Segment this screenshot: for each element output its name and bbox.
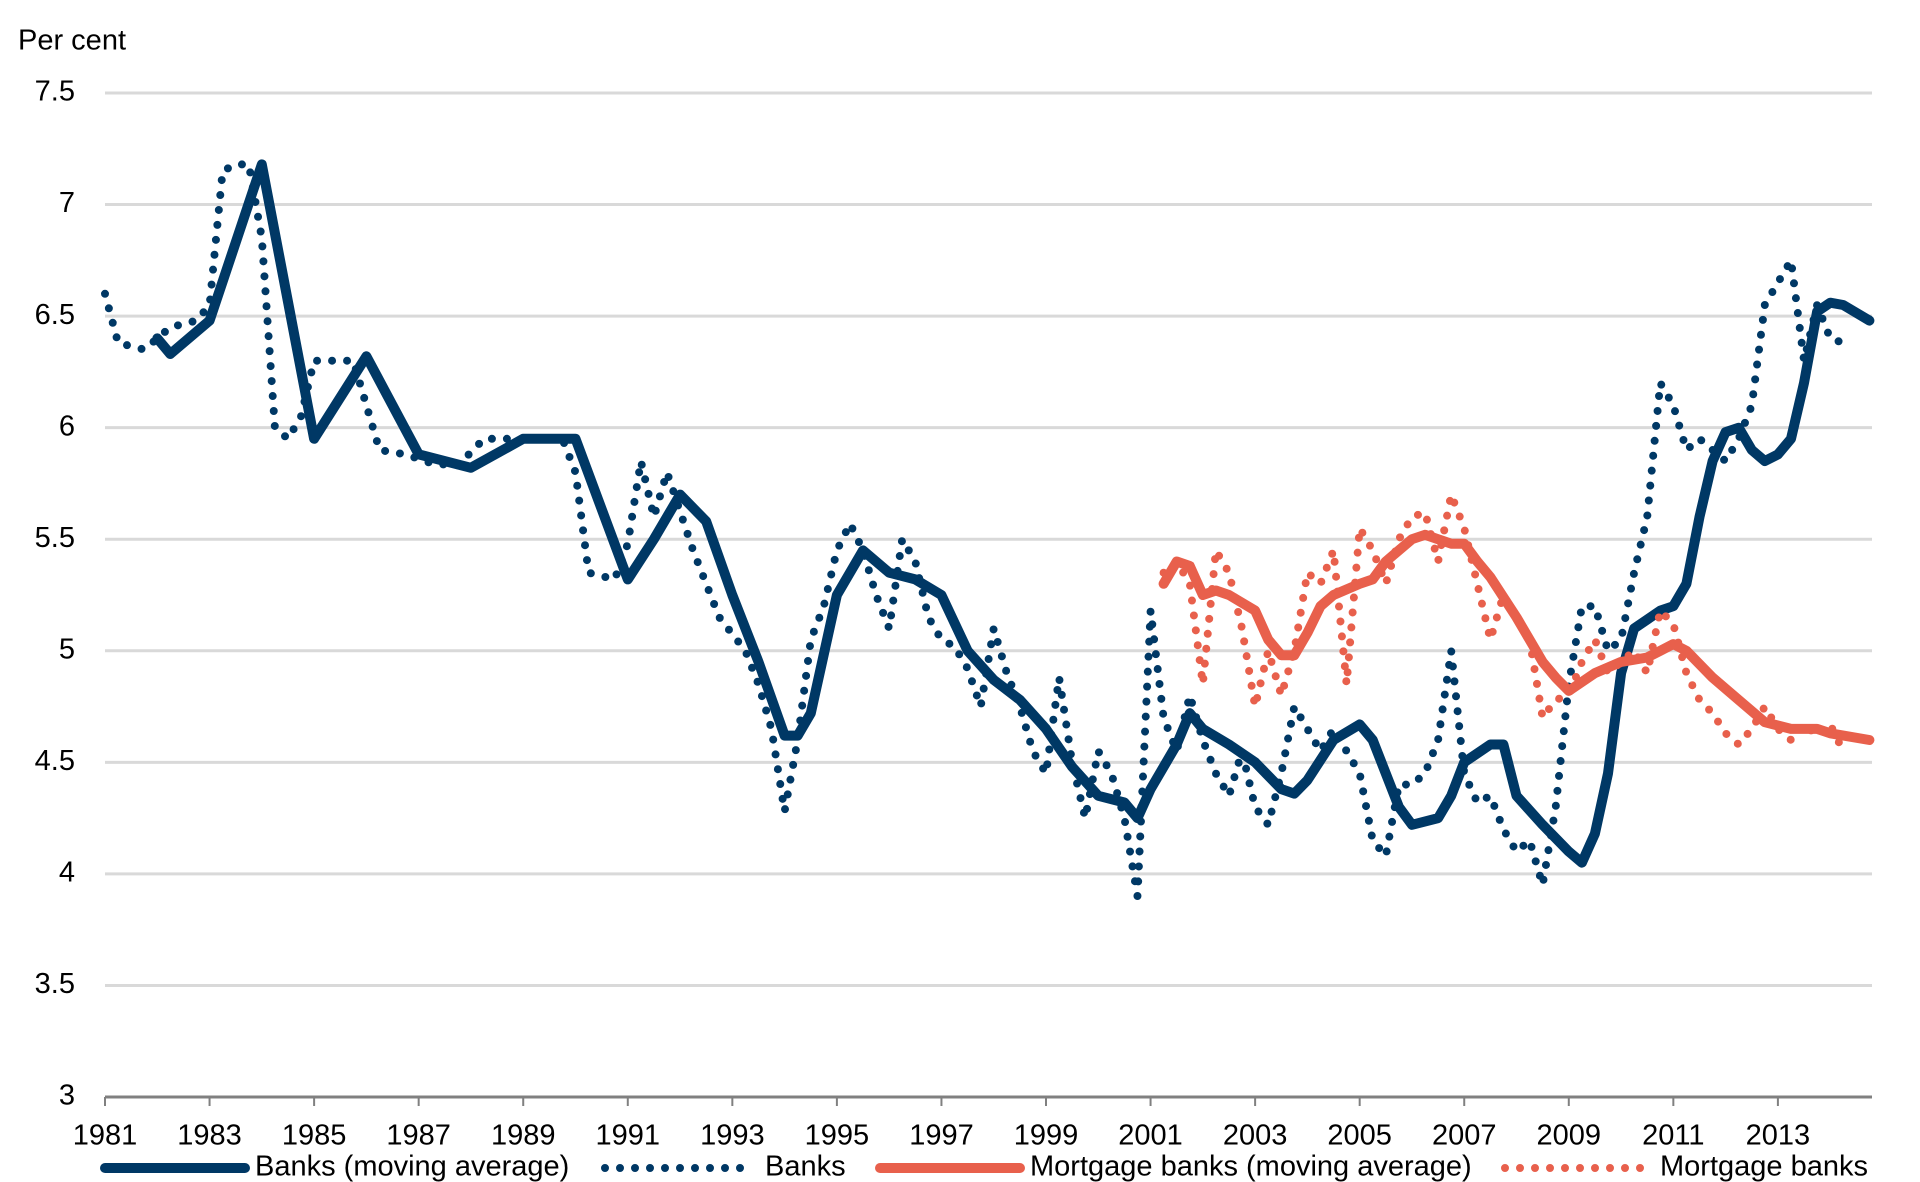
x-tick-label: 1985 [282,1120,347,1152]
x-tick-label: 1981 [73,1120,138,1152]
x-tick-label: 1999 [1014,1120,1079,1152]
x-tick-label: 1997 [909,1120,974,1152]
legend-label: Banks [765,1151,846,1182]
series-line [1158,529,1875,745]
x-tick-label: 1993 [700,1120,765,1152]
x-tick-label: 2013 [1746,1120,1811,1152]
y-tick-label: 4 [59,857,75,889]
y-tick-label: 5.5 [35,522,75,554]
x-tick-label: 1995 [805,1120,870,1152]
y-tick-label: 7 [59,187,75,219]
legend-label: Mortgage banks [1660,1151,1868,1182]
x-tick-label: 2003 [1223,1120,1288,1152]
y-tick-label: 4.5 [35,745,75,777]
y-tick-label: 3.5 [35,968,75,1000]
y-tick-label: 6 [59,410,75,442]
series-line [152,159,1875,868]
series-line [101,160,1848,897]
x-tick-label: 2007 [1432,1120,1497,1152]
x-tick-label: 1991 [596,1120,661,1152]
legend-label: Mortgage banks (moving average) [1030,1151,1472,1182]
x-tick-label: 2001 [1118,1120,1183,1152]
y-tick-label: 7.5 [35,76,75,108]
x-tick-label: 2005 [1327,1120,1392,1152]
x-tick-label: 1983 [177,1120,242,1152]
x-tick-label: 1989 [491,1120,556,1152]
legend-label: Banks (moving average) [255,1151,569,1182]
x-tick-label: 1987 [386,1120,451,1152]
x-tick-label: 2009 [1537,1120,1602,1152]
x-tick-label: 2011 [1642,1120,1704,1152]
y-tick-label: 5 [59,633,75,665]
y-axis-label: Per cent [18,25,126,57]
y-tick-label: 3 [59,1080,75,1112]
y-tick-label: 6.5 [35,299,75,331]
